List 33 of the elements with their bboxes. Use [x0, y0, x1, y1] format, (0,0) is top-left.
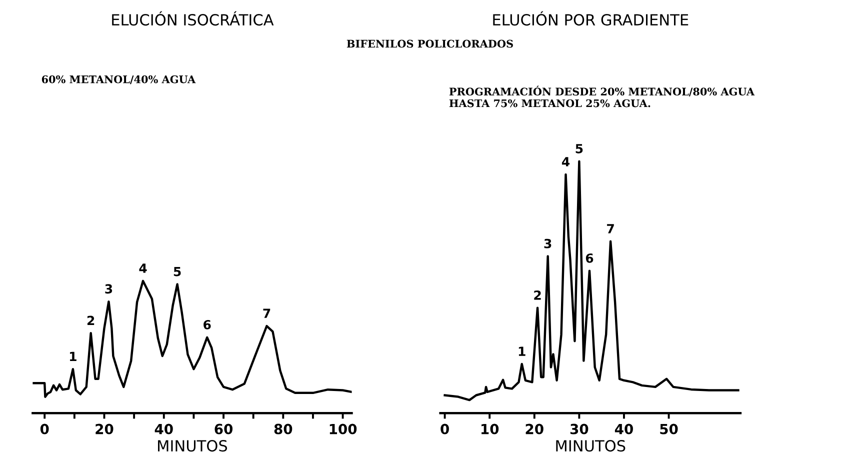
chart-title: ELUCIÓN ISOCRÁTICA: [112, 11, 274, 26]
x-axis-title: MINUTOS: [158, 440, 228, 452]
annotation: 1: [70, 352, 76, 361]
x-tick-label: 30: [570, 424, 588, 434]
x-tick-label: 40: [154, 424, 173, 434]
chart-subtitle: 60% METANOL/40% AGUA: [42, 75, 196, 84]
x-tick-label: 0: [40, 424, 49, 434]
chart-subtitle: PROGRAMACIÓN DESDE 20% METANOL/80% AGUA HASTA 75% METANOL 25% AGUA.: [449, 86, 755, 108]
annotation: 6: [204, 320, 211, 330]
annotation: 4: [139, 264, 147, 273]
annotation: 4: [562, 157, 570, 166]
x-tick-label: 60: [214, 424, 233, 434]
annotation: 7: [263, 308, 270, 318]
text: BIFENILOS POLICLORADOS: [346, 40, 513, 48]
annotation: 7: [607, 224, 614, 234]
x-tick-label: 10: [482, 424, 499, 434]
x-tick-label: 80: [274, 424, 292, 434]
x-axis-title: MINUTOS: [556, 440, 626, 452]
annotation: 2: [87, 316, 94, 325]
annotation: 5: [576, 144, 583, 154]
x-tick-label: 100: [330, 424, 357, 434]
annotation: 3: [105, 284, 112, 294]
annotation: 5: [174, 266, 181, 276]
chart-title: ELUCIÓN POR GRADIENTE: [493, 11, 688, 26]
x-tick-label: 20: [526, 424, 544, 434]
x-tick-label: 40: [614, 424, 633, 434]
annotation: 3: [544, 238, 552, 248]
annotation: 6: [586, 253, 594, 263]
x-tick-label: 0: [440, 424, 449, 434]
x-tick-label: 20: [96, 424, 114, 434]
x-tick-label: 50: [660, 424, 678, 434]
annotation: 1: [518, 346, 526, 356]
annotation: 2: [534, 290, 541, 300]
